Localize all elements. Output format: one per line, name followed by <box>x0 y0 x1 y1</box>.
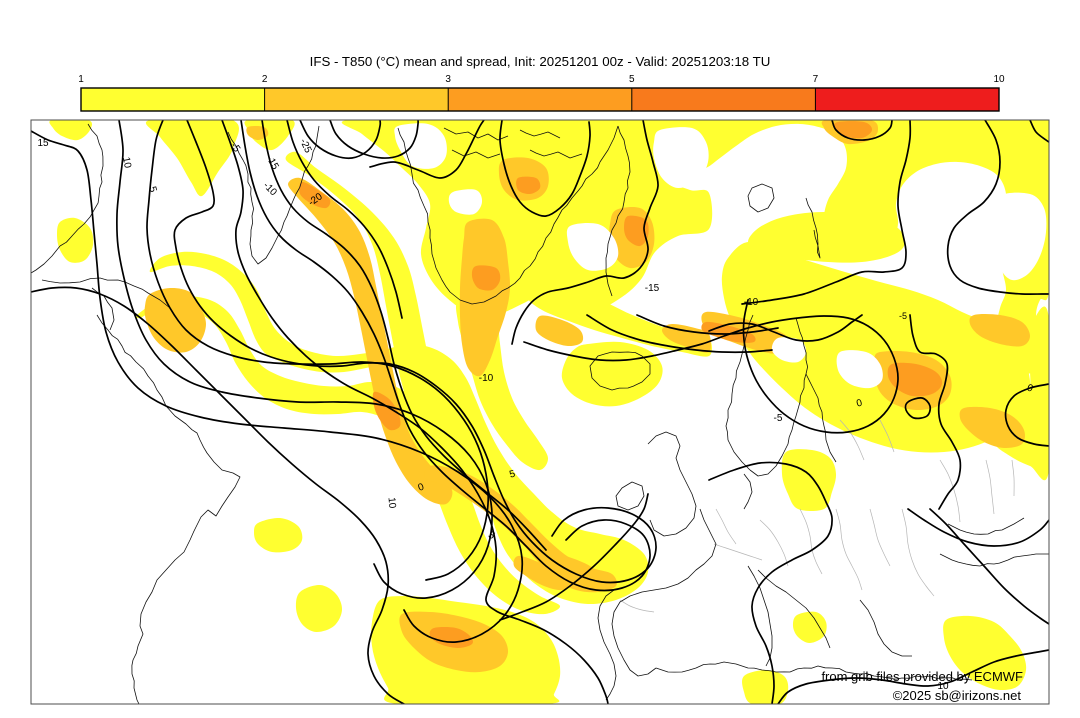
svg-text:0: 0 <box>1025 383 1034 395</box>
svg-text:3: 3 <box>445 74 451 85</box>
svg-text:0: 0 <box>855 397 864 409</box>
svg-text:IFS - T850 (°C) mean and sprea: IFS - T850 (°C) mean and spread, Init: 2… <box>310 54 771 69</box>
svg-text:15: 15 <box>37 138 49 149</box>
svg-text:1: 1 <box>78 74 84 85</box>
svg-text:-5: -5 <box>899 311 907 321</box>
svg-text:5: 5 <box>486 530 497 543</box>
svg-text:2: 2 <box>262 74 268 85</box>
svg-text:-5: -5 <box>774 413 783 424</box>
svg-text:5: 5 <box>508 468 517 480</box>
svg-text:-15: -15 <box>645 283 660 294</box>
svg-text:5: 5 <box>629 74 635 85</box>
svg-text:10: 10 <box>993 74 1005 85</box>
svg-text:©2025 sb@irizons.net: ©2025 sb@irizons.net <box>893 688 1022 703</box>
svg-text:-10: -10 <box>479 373 494 384</box>
svg-text:7: 7 <box>813 74 819 85</box>
svg-text:0: 0 <box>417 481 426 493</box>
svg-text:from grib files provided by EC: from grib files provided by ECMWF <box>821 669 1023 684</box>
svg-text:10: 10 <box>937 681 949 692</box>
svg-text:10: 10 <box>120 156 133 169</box>
svg-text:-10: -10 <box>744 297 759 308</box>
svg-text:10: 10 <box>386 497 398 509</box>
svg-text:5: 5 <box>146 185 158 194</box>
